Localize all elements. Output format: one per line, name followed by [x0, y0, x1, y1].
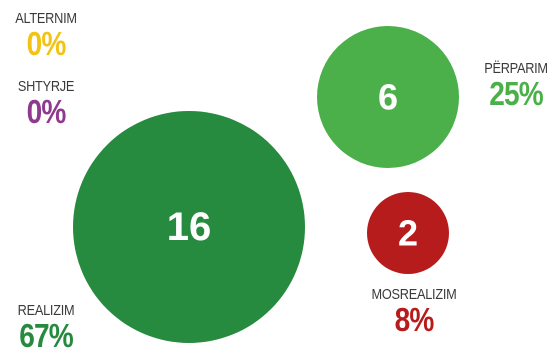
bubble-realizim — [73, 111, 305, 343]
percent-label-alternim: 0% — [26, 25, 67, 62]
bubble-value-prparim: 6 — [378, 77, 398, 118]
percent-label-mosrealizim: 8% — [394, 301, 435, 338]
category-label-realizim: REALIZIM — [17, 302, 75, 319]
percent-label-realizim: 67% — [19, 317, 73, 354]
bubble-value-realizim: 16 — [167, 205, 212, 249]
legend-realizim: REALIZIM 67% — [4, 302, 88, 352]
bubble-value-mosrealizim: 2 — [398, 213, 418, 254]
category-label-shtyrje: SHTYRJE — [17, 78, 75, 95]
bubble-prparim — [317, 26, 459, 168]
legend-shtyrje: SHTYRJE 0% — [8, 78, 84, 128]
category-label-alternim: ALTERNIM — [15, 10, 77, 27]
legend-mosrealizim: MOSREALIZIM 8% — [356, 286, 472, 336]
legend-perparim: PËRPARIM 25% — [476, 60, 556, 110]
percent-label-perparim: 25% — [489, 75, 543, 112]
category-label-perparim: PËRPARIM — [484, 60, 548, 77]
legend-alternim: ALTERNIM 0% — [8, 10, 84, 60]
percent-label-shtyrje: 0% — [26, 93, 67, 130]
bubble-mosrealizim — [367, 192, 449, 274]
category-label-mosrealizim: MOSREALIZIM — [371, 286, 457, 303]
